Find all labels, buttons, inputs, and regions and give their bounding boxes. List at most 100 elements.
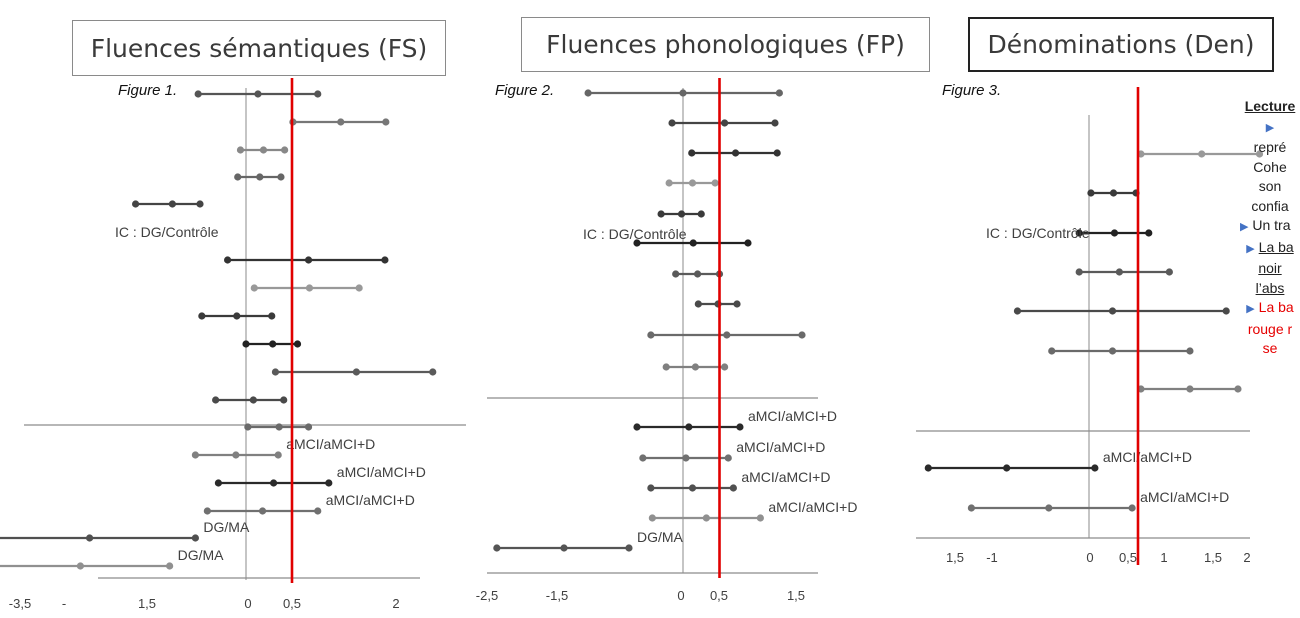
fs-row-label: aMCI/aMCI+D	[337, 464, 426, 480]
point-estimate	[305, 284, 314, 292]
fp-ci-row	[672, 270, 724, 278]
legend-line-2: repré	[1253, 139, 1287, 155]
ci-lower-bound	[191, 451, 199, 459]
reading-legend: Lecture ▶ repré Cohe son confia ▶ Un tra…	[1240, 97, 1300, 359]
legend-line-4: son	[1258, 178, 1282, 194]
ci-upper-bound	[1234, 385, 1242, 393]
point-estimate	[1198, 150, 1206, 158]
point-estimate	[689, 239, 697, 247]
ci-lower-bound	[639, 454, 647, 462]
ci-upper-bound	[771, 119, 779, 127]
fs-forest-plot: IC : DG/Contrôle aMCI/aMCI+D aMCI/aMCI+D aM…	[0, 78, 466, 611]
point-estimate	[1108, 307, 1117, 315]
ci-lower-bound	[236, 146, 245, 154]
fp-ci-row	[648, 514, 764, 522]
point-estimate	[269, 340, 277, 348]
point-estimate	[1045, 504, 1053, 512]
point-estimate	[232, 451, 240, 459]
legend-line-5: confia	[1251, 197, 1289, 214]
ci-lower-bound	[633, 423, 641, 431]
fp-row-label: aMCI/aMCI+D	[748, 408, 837, 424]
den-x-tick-label: 0,5	[1119, 550, 1137, 565]
point-estimate	[259, 146, 268, 154]
ci-lower-bound	[1075, 229, 1083, 237]
fs-ci-row	[132, 200, 204, 208]
fp-ci-row	[665, 179, 719, 187]
ci-upper-bound	[711, 179, 719, 187]
point-estimate	[677, 210, 686, 218]
den-forest-plot: IC : DG/Contrôle aMCI/aMCI+D aMCI/aMCI+D 1,…	[916, 87, 1264, 565]
point-estimate	[688, 179, 697, 187]
legend-line-12: se	[1262, 340, 1278, 356]
fp-row-label: aMCI/aMCI+D	[741, 469, 830, 485]
ci-lower-bound	[212, 396, 220, 404]
den-x-tick-label: 1,5	[1204, 550, 1222, 565]
legend-line-10: La ba	[1258, 299, 1294, 315]
legend-line-6: Un tra	[1252, 217, 1291, 233]
fs-ci-row	[198, 312, 276, 320]
legend-line-1: Lecture	[1244, 98, 1296, 114]
legend-line-3: Cohe	[1253, 158, 1287, 175]
point-estimate	[254, 90, 262, 98]
ci-lower-bound	[132, 200, 140, 208]
ci-lower-bound	[662, 363, 670, 371]
fs-ci-row	[0, 562, 174, 570]
legend-line-11: rouge r	[1247, 320, 1293, 337]
ci-upper-bound	[736, 423, 744, 431]
ci-upper-bound	[724, 454, 732, 462]
den-ci-row	[1075, 268, 1173, 276]
point-estimate	[702, 514, 710, 522]
point-estimate	[270, 479, 278, 487]
den-x-tick-label: 2	[1243, 550, 1250, 565]
ci-lower-bound	[657, 210, 665, 218]
ci-upper-bound	[293, 340, 302, 348]
legend-arrow-icon: ▶	[1265, 121, 1275, 134]
point-estimate	[352, 368, 360, 376]
den-ci-row	[967, 504, 1136, 512]
ci-upper-bound	[281, 146, 289, 154]
fs-x-tick-label: 0,5	[283, 596, 301, 611]
fp-row-label: aMCI/aMCI+D	[736, 439, 825, 455]
fs-row-label: aMCI/aMCI+D	[326, 492, 415, 508]
ci-upper-bound	[625, 544, 633, 552]
ci-lower-bound	[194, 90, 202, 98]
point-estimate	[275, 423, 283, 431]
point-estimate	[723, 331, 731, 339]
ci-lower-bound	[203, 507, 211, 515]
legend-line-9: l’abs	[1255, 279, 1285, 296]
point-estimate	[168, 200, 176, 208]
fs-ci-row	[242, 340, 302, 348]
point-estimate	[76, 562, 84, 570]
point-estimate	[249, 396, 257, 404]
ci-upper-bound	[191, 534, 199, 542]
ci-lower-bound	[648, 514, 656, 522]
point-estimate	[1108, 347, 1117, 355]
ci-upper-bound	[1165, 268, 1173, 276]
ci-upper-bound	[744, 239, 752, 247]
fs-x-tick-label: 2	[392, 596, 399, 611]
fp-x-tick-label: 0,5	[710, 588, 728, 603]
ci-lower-bound	[493, 544, 501, 552]
point-estimate	[731, 149, 740, 157]
ci-lower-bound	[668, 119, 676, 127]
den-x-tick-label: -1	[986, 550, 998, 565]
ci-upper-bound	[304, 423, 313, 431]
point-estimate	[721, 119, 729, 127]
fp-ci-row	[584, 89, 783, 97]
fs-ci-row	[244, 423, 313, 431]
ci-lower-bound	[1087, 189, 1095, 197]
point-estimate	[86, 534, 94, 542]
ci-upper-bound	[280, 396, 288, 404]
point-estimate	[1115, 268, 1123, 276]
legend-arrow-icon: ▶	[1246, 242, 1255, 255]
fp-forest-plot: IC : DG/Contrôle aMCI/aMCI+D aMCI/aMCI+D aM…	[476, 78, 857, 603]
fp-ci-row	[647, 484, 737, 492]
ci-lower-bound	[924, 464, 932, 472]
fs-x-tick-label: 0	[244, 596, 251, 611]
ci-lower-bound	[1013, 307, 1022, 315]
ci-lower-bound	[647, 331, 655, 339]
ci-lower-bound	[224, 256, 232, 264]
fp-x-tick-label: -2,5	[476, 588, 498, 603]
ci-lower-bound	[633, 239, 641, 247]
